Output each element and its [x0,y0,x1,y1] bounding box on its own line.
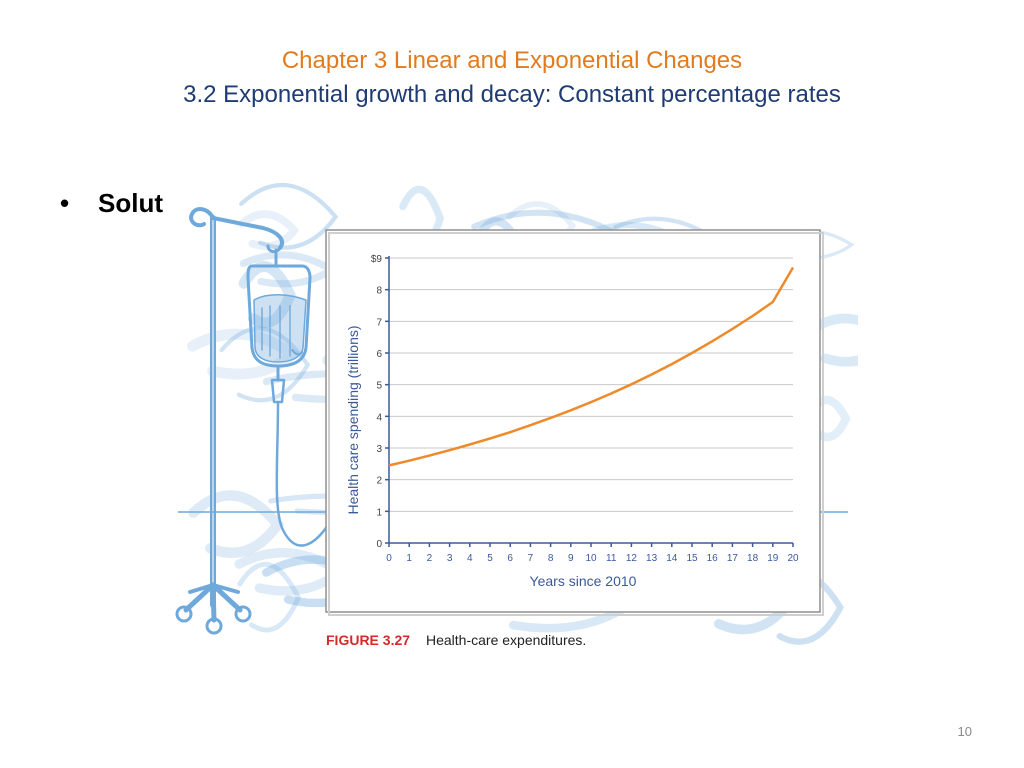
x-axis-label: Years since 2010 [530,573,637,589]
chart-y-tick-labels: 0 1 2 3 4 5 6 7 8 $9 [371,254,383,550]
sketch-stroke [804,313,858,367]
chart-series [388,266,795,467]
x-tick-label: 10 [585,553,597,564]
x-tick-label: 2 [427,553,433,564]
series-line [388,266,795,467]
chart-panel-shadow [328,232,824,616]
x-tick-label: 19 [767,553,779,564]
x-tick-label: 9 [568,553,574,564]
x-tick-label: 18 [747,553,759,564]
x-tick-label: 6 [507,553,513,564]
x-tick-label: 13 [646,553,658,564]
y-tick-label: 4 [376,412,382,423]
x-tick-label: 11 [606,553,617,564]
y-axis-label: Health care spending (trillions) [345,325,361,514]
chart-axes [385,256,794,547]
sketch-stroke [239,182,339,250]
chapter-title: Chapter 3 Linear and Exponential Changes [281,47,743,74]
section-title: 3.2 Exponential growth and decay: Consta… [183,81,841,108]
bullet-dot: • [60,188,70,218]
x-tick-label: 1 [406,553,412,564]
x-tick-label: 4 [467,553,473,564]
chart-x-tick-labels: 0 1 2 3 4 5 6 7 8 9 10 11 12 13 14 15 16 17 18 19 20 [386,553,799,564]
figure: 0 1 2 3 4 5 6 7 8 $9 0 1 2 3 4 5 6 7 8 9 10 11 12 13 14 15 16 17 18… [168,180,858,660]
y-tick-label: $9 [371,254,383,265]
x-tick-label: 0 [386,553,392,564]
chart-grid [389,257,793,512]
bullet-item: • Solut [60,188,163,219]
figure-caption: Health-care expenditures. [426,632,586,648]
x-tick-label: 12 [626,553,638,564]
x-tick-label: 14 [666,553,678,564]
x-tick-label: 15 [686,553,698,564]
y-tick-label: 8 [376,286,382,297]
x-tick-label: 17 [727,553,739,564]
sketch-stroke [807,396,851,442]
sketch-stroke [187,328,302,380]
x-tick-label: 7 [528,553,534,564]
y-tick-label: 2 [376,476,382,487]
x-tick-label: 5 [487,553,493,564]
sketch-stroke [188,490,285,558]
sketch-stroke [219,326,311,403]
y-tick-label: 0 [376,539,382,550]
x-tick-label: 20 [787,553,799,564]
slide-title: Chapter 3 Linear and Exponential Changes… [0,44,1024,112]
x-tick-label: 16 [707,553,719,564]
y-tick-label: 7 [376,317,382,328]
page-number: 10 [957,724,972,739]
y-tick-label: 5 [376,381,382,392]
y-tick-label: 3 [376,444,382,455]
y-tick-label: 6 [376,349,382,360]
figure-label: FIGURE 3.27 [326,632,410,648]
chart-panel [325,229,821,613]
iv-drip-stand-icon [175,207,330,635]
x-tick-label: 3 [447,553,453,564]
chart-frame [325,229,824,616]
bullet-text: Solut [98,188,163,218]
x-tick-label: 8 [548,553,554,564]
sketch-stroke [237,561,302,633]
y-tick-label: 1 [376,507,382,518]
